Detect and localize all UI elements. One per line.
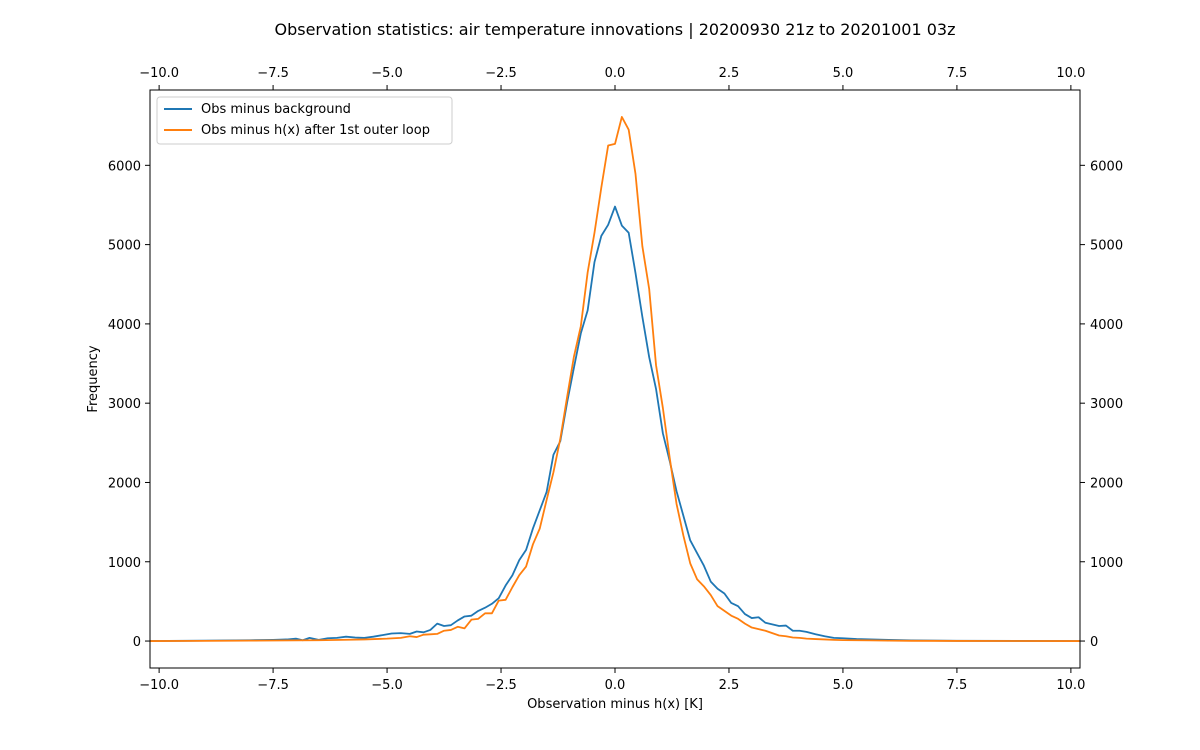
- y-tick-label-right: 1000: [1090, 556, 1123, 571]
- series-line-0: [149, 205, 1081, 642]
- x-tick-label-top: 5.0: [833, 66, 854, 81]
- x-tick-label-top: −2.5: [485, 66, 517, 81]
- y-axis-left: 0 1000 2000 3000 4000 5000 6000: [108, 159, 150, 650]
- x-axis-top: −10.0 −7.5 −5.0 −2.5 0.0 2.5 5.0 7.5 10.0: [139, 66, 1085, 90]
- x-tick-label-top: 0.0: [605, 66, 626, 81]
- x-axis-bottom: −10.0 −7.5 −5.0 −2.5 0.0 2.5 5.0 7.5 10.0: [139, 668, 1085, 693]
- plot-area: [149, 89, 1081, 669]
- x-tick-label-top: −10.0: [139, 66, 179, 81]
- series-line-1: [149, 116, 1081, 642]
- legend-label-obs-minus-hx: Obs minus h(x) after 1st outer loop: [201, 123, 430, 138]
- y-axis-right: 0 1000 2000 3000 4000 5000 6000: [1080, 159, 1123, 650]
- y-tick-label-right: 0: [1090, 635, 1098, 650]
- y-axis-label: Frequency: [86, 345, 101, 412]
- plot-frame: [150, 90, 1080, 668]
- y-tick-label-right: 5000: [1090, 239, 1123, 254]
- y-tick-label-right: 4000: [1090, 318, 1123, 333]
- y-tick-label-right: 2000: [1090, 476, 1123, 491]
- x-tick-label-top: −7.5: [257, 66, 289, 81]
- y-tick-label-left: 3000: [108, 397, 141, 412]
- series-layer: [149, 116, 1081, 642]
- x-tick-label-top: 2.5: [719, 66, 740, 81]
- x-tick-label-top: −5.0: [371, 66, 403, 81]
- x-tick-label-bottom: 0.0: [605, 678, 626, 693]
- x-axis-label: Observation minus h(x) [K]: [527, 697, 703, 712]
- legend: Obs minus background Obs minus h(x) afte…: [156, 96, 453, 145]
- y-tick-label-right: 6000: [1090, 159, 1123, 174]
- y-tick-label-left: 2000: [108, 476, 141, 491]
- y-tick-label-left: 5000: [108, 239, 141, 254]
- x-tick-label-bottom: −2.5: [485, 678, 517, 693]
- legend-label-obs-minus-background: Obs minus background: [201, 102, 351, 117]
- x-tick-label-bottom: 7.5: [947, 678, 968, 693]
- x-tick-label-bottom: 2.5: [719, 678, 740, 693]
- y-tick-label-left: 1000: [108, 556, 141, 571]
- y-tick-label-left: 6000: [108, 159, 141, 174]
- x-tick-label-bottom: −5.0: [371, 678, 403, 693]
- x-tick-label-top: 7.5: [947, 66, 968, 81]
- x-tick-label-bottom: 5.0: [833, 678, 854, 693]
- x-tick-label-bottom: −10.0: [139, 678, 179, 693]
- y-tick-label-left: 0: [133, 635, 141, 650]
- x-tick-label-bottom: −7.5: [257, 678, 289, 693]
- y-tick-label-right: 3000: [1090, 397, 1123, 412]
- chart-title: Observation statistics: air temperature …: [274, 20, 955, 39]
- x-tick-label-bottom: 10.0: [1056, 678, 1085, 693]
- legend-box: [156, 96, 453, 145]
- x-tick-label-top: 10.0: [1056, 66, 1085, 81]
- y-tick-label-left: 4000: [108, 318, 141, 333]
